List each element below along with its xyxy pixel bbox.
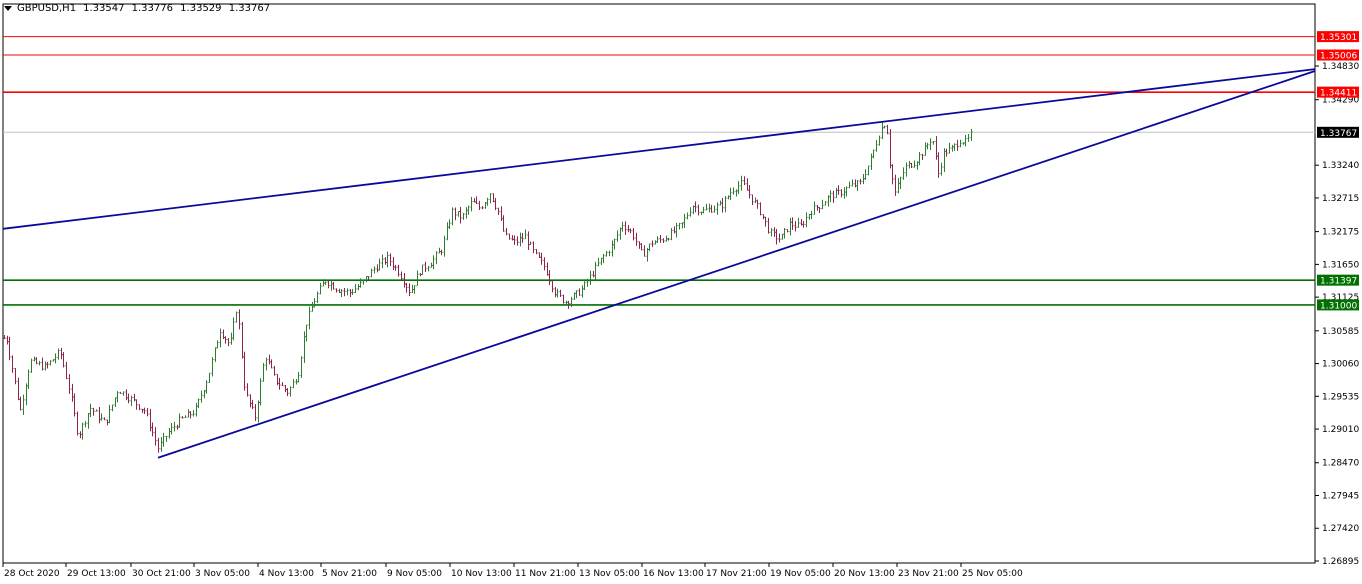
chart-header: GBPUSD,H1 1.33547 1.33776 1.33529 1.3376…	[4, 3, 270, 14]
ohlc-values: 1.33547 1.33776 1.33529 1.33767	[79, 3, 270, 14]
x-tick-label: 30 Oct 21:00	[132, 569, 191, 579]
x-tick-label: 5 Nov 21:00	[322, 569, 377, 579]
level-price-tag	[1317, 31, 1359, 43]
y-tick-label: 1.30585	[1322, 327, 1359, 337]
x-tick-label: 3 Nov 05:00	[195, 569, 250, 579]
x-tick-label: 25 Nov 05:00	[962, 569, 1023, 579]
close-value: 1.33767	[228, 3, 271, 14]
y-tick-label: 1.26895	[1322, 557, 1359, 567]
x-tick-label: 28 Oct 2020	[4, 569, 60, 579]
level-price-tag	[1317, 299, 1359, 311]
y-tick-label: 1.34830	[1322, 62, 1359, 72]
y-tick-label: 1.27945	[1322, 491, 1359, 501]
x-tick-label: 17 Nov 21:00	[706, 569, 767, 579]
y-tick-label: 1.28470	[1322, 459, 1359, 469]
trendline[interactable]	[157, 70, 1316, 459]
high-value: 1.33776	[131, 3, 173, 14]
low-value: 1.33529	[180, 3, 222, 14]
level-price-tag	[1317, 49, 1359, 61]
dropdown-triangle-icon[interactable]	[4, 6, 12, 11]
x-tick-label: 9 Nov 05:00	[387, 569, 442, 579]
x-tick-label: 20 Nov 13:00	[834, 569, 895, 579]
level-price-tag	[1317, 126, 1359, 138]
y-tick-label: 1.32175	[1322, 228, 1359, 238]
x-tick-label: 19 Nov 05:00	[770, 569, 831, 579]
plot-border	[2, 3, 1316, 564]
y-tick-label: 1.29535	[1322, 392, 1359, 402]
x-tick-label: 23 Nov 21:00	[898, 569, 959, 579]
x-tick-label: 16 Nov 13:00	[643, 569, 704, 579]
x-tick-label: 4 Nov 13:00	[259, 569, 314, 579]
y-tick-label: 1.27420	[1322, 524, 1359, 534]
level-price-tag	[1317, 86, 1359, 98]
level-price-label: 1.31000	[1320, 301, 1357, 311]
y-tick-label: 1.32715	[1322, 194, 1359, 204]
level-price-tag	[1317, 274, 1359, 286]
x-tick-label: 29 Oct 13:00	[67, 569, 126, 579]
y-tick-label: 1.29010	[1322, 425, 1359, 435]
symbol-label: GBPUSD,H1	[17, 3, 77, 14]
y-tick-label: 1.31650	[1322, 260, 1359, 270]
open-value: 1.33547	[83, 3, 125, 14]
x-tick-label: 11 Nov 21:00	[515, 569, 576, 579]
y-tick-label: 1.33240	[1322, 161, 1359, 171]
x-tick-label: 10 Nov 13:00	[451, 569, 512, 579]
y-tick-label: 1.34290	[1322, 96, 1359, 106]
y-tick-label: 1.30060	[1322, 360, 1359, 370]
level-price-label: 1.34411	[1320, 89, 1357, 99]
level-price-label: 1.35006	[1320, 52, 1357, 62]
level-price-label: 1.31397	[1320, 277, 1357, 287]
trendline[interactable]	[2, 68, 1316, 230]
level-price-label: 1.33767	[1320, 129, 1357, 139]
x-tick-label: 13 Nov 05:00	[579, 569, 640, 579]
level-price-label: 1.35301	[1320, 33, 1357, 43]
y-tick-label: 1.31125	[1322, 293, 1359, 303]
